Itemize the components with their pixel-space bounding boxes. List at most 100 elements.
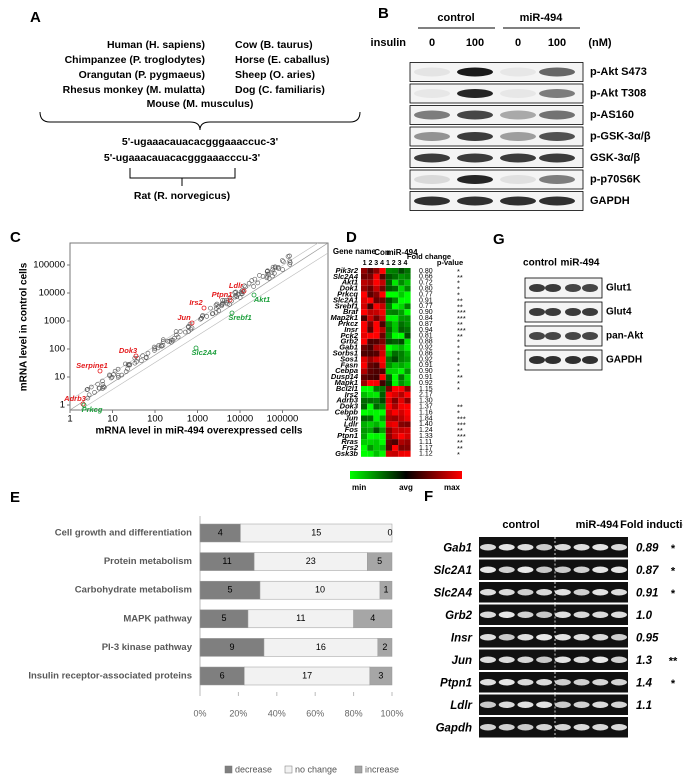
point bbox=[92, 390, 97, 395]
heat-cell bbox=[392, 397, 399, 404]
band bbox=[498, 544, 515, 551]
point bbox=[229, 310, 235, 316]
band bbox=[480, 724, 496, 731]
band bbox=[529, 284, 545, 292]
heat-cell bbox=[379, 439, 386, 445]
band bbox=[539, 67, 575, 77]
point bbox=[204, 314, 210, 319]
band bbox=[611, 634, 627, 641]
y-axis-label: mRNA level in control cells bbox=[19, 262, 30, 391]
band bbox=[573, 724, 590, 731]
gene-label: Serpine1 bbox=[76, 361, 108, 370]
heat-cell bbox=[385, 273, 392, 280]
band bbox=[536, 566, 553, 573]
species: Rat (R. norvegicus) bbox=[134, 190, 230, 202]
heat-cell bbox=[404, 344, 411, 351]
p-value: * bbox=[457, 285, 460, 294]
heat-cell bbox=[367, 397, 374, 404]
band bbox=[536, 611, 553, 618]
p-value: *** bbox=[457, 308, 466, 317]
species: Rhesus monkey (M. mulatta) bbox=[63, 84, 205, 96]
heat-cell bbox=[404, 315, 411, 322]
heat-cell bbox=[404, 415, 411, 422]
blot-label: GAPDH bbox=[590, 195, 630, 207]
blot-label: Glut4 bbox=[606, 307, 632, 318]
gene-name: Jun bbox=[345, 413, 359, 422]
point bbox=[88, 384, 94, 390]
x-tick-label: 10000 bbox=[227, 414, 253, 425]
x-tick-label: 100% bbox=[380, 708, 403, 718]
heat-cell bbox=[392, 350, 399, 357]
category-label: MAPK pathway bbox=[123, 613, 192, 624]
band bbox=[611, 566, 627, 573]
heat-cell bbox=[367, 350, 374, 357]
treatment-label: insulin bbox=[371, 37, 407, 49]
band bbox=[498, 656, 515, 663]
fold-change: 1.40 bbox=[419, 421, 433, 428]
heat-cell bbox=[373, 433, 380, 440]
y-tick-label: 10 bbox=[54, 372, 65, 383]
p-value: ** bbox=[457, 332, 463, 341]
heat-cell bbox=[404, 285, 411, 292]
band bbox=[529, 356, 545, 364]
heat-cell bbox=[361, 279, 368, 286]
point bbox=[232, 294, 238, 300]
heat-cell bbox=[367, 433, 374, 440]
heat-cell bbox=[373, 391, 380, 398]
point bbox=[169, 339, 174, 345]
gel-strip bbox=[479, 694, 628, 715]
heat-cell bbox=[385, 297, 392, 304]
band bbox=[573, 611, 590, 618]
band bbox=[565, 332, 581, 340]
heat-cell bbox=[398, 279, 405, 286]
heat-cell bbox=[398, 285, 405, 292]
p-value: * bbox=[457, 379, 460, 388]
heat-cell bbox=[392, 268, 399, 274]
group-label: miR-494 bbox=[561, 258, 600, 269]
point bbox=[198, 316, 203, 322]
point bbox=[199, 315, 204, 321]
group-label: control bbox=[523, 258, 557, 269]
band bbox=[554, 679, 571, 686]
heat-cell bbox=[392, 279, 399, 286]
y-tick-label: 1000 bbox=[44, 316, 65, 327]
gene-name: Srebf1 bbox=[335, 301, 358, 310]
heat-cell bbox=[398, 309, 405, 316]
band bbox=[498, 724, 515, 731]
p-value: * bbox=[457, 291, 460, 300]
band bbox=[529, 332, 545, 340]
heat-cell bbox=[373, 315, 380, 322]
band bbox=[414, 153, 450, 163]
heat-cell bbox=[392, 386, 399, 392]
heat-cell bbox=[404, 374, 411, 381]
band bbox=[536, 544, 553, 551]
heat-cell bbox=[385, 380, 392, 386]
point bbox=[257, 273, 262, 278]
heat-cell bbox=[404, 421, 411, 428]
heat-cell bbox=[404, 356, 411, 363]
heat-cell bbox=[398, 397, 405, 404]
point bbox=[224, 301, 230, 307]
sequence: 5'-ugaaacauacacgggaaaccuc-3' bbox=[122, 136, 278, 148]
heat-cell bbox=[373, 309, 380, 316]
heat-cell bbox=[361, 391, 368, 398]
point bbox=[214, 301, 220, 307]
heat-cell bbox=[367, 421, 374, 428]
value-label: 11 bbox=[222, 556, 231, 566]
heat-cell bbox=[398, 303, 405, 310]
group-label: miR-494 bbox=[520, 12, 564, 24]
panel-label: B bbox=[378, 5, 389, 22]
heat-cell bbox=[398, 380, 405, 386]
point bbox=[193, 345, 199, 351]
heat-cell bbox=[367, 356, 374, 363]
heat-cell bbox=[373, 356, 380, 363]
fold-change: 0.72 bbox=[419, 280, 433, 287]
heat-cell bbox=[379, 303, 386, 310]
heat-cell bbox=[379, 279, 386, 286]
heat-cell bbox=[367, 344, 374, 351]
band bbox=[414, 175, 450, 184]
fold-change: 1.84 bbox=[419, 415, 433, 422]
p-value: * bbox=[457, 409, 460, 418]
x-tick-label: 0% bbox=[193, 708, 206, 718]
point bbox=[264, 269, 270, 274]
